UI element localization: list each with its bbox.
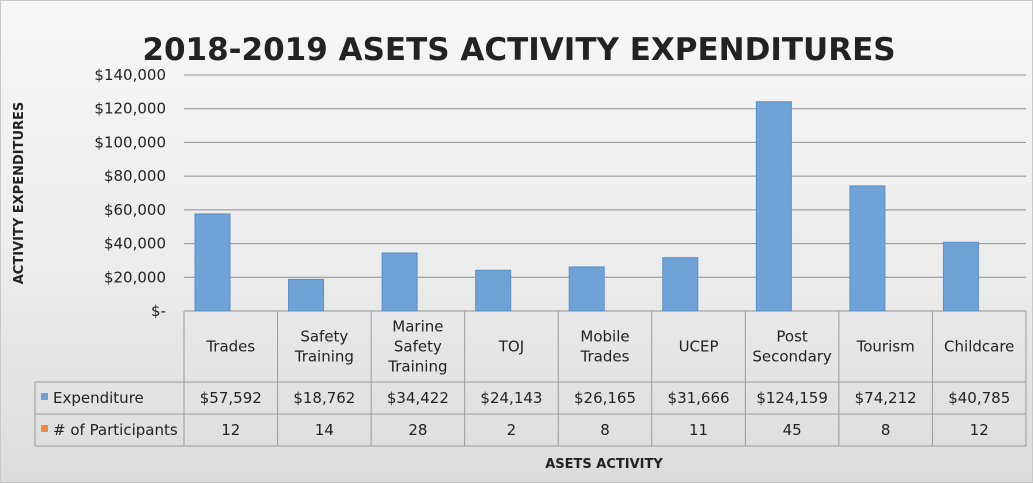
data-label: $26,165	[574, 389, 636, 407]
y-tick-label: $120,000	[94, 100, 166, 118]
bar-participants	[511, 310, 518, 312]
bar-participants	[698, 310, 705, 312]
x-tick-label: Mobile	[580, 328, 629, 346]
bar-expenditure	[194, 213, 231, 312]
x-tick-label: Trades	[580, 348, 630, 366]
data-table: Trades Safety Training Marine Safety Training…	[34, 311, 1027, 447]
x-tick-label: Trades	[205, 338, 255, 356]
data-label: $124,159	[756, 389, 828, 407]
bar-participants	[605, 310, 612, 312]
y-tick-label: $-	[151, 302, 166, 320]
data-label: 11	[689, 421, 708, 439]
chart-title: 2018-2019 ASETS ACTIVITY EXPENDITURES	[142, 32, 895, 68]
x-tick-label: Post	[776, 328, 808, 346]
data-label: 45	[783, 421, 802, 439]
bar-expenditure	[849, 185, 886, 312]
x-tick-label: Training	[294, 348, 354, 366]
data-label: $31,666	[668, 389, 730, 407]
x-tick-label: Safety	[394, 338, 442, 356]
data-label: 8	[600, 421, 610, 439]
bar-expenditure	[568, 266, 605, 312]
x-tick-label: TOJ	[498, 338, 524, 356]
y-tick-label: $100,000	[94, 133, 166, 151]
bar-participants	[418, 310, 425, 312]
bar-expenditure	[662, 257, 699, 312]
x-tick-label: Marine	[392, 318, 443, 336]
data-label: $74,212	[855, 389, 917, 407]
x-tick-label: Safety	[300, 328, 348, 346]
x-axis-label: ASETS ACTIVITY	[545, 457, 663, 472]
bar-expenditure	[288, 278, 325, 312]
y-tick-label: $80,000	[104, 167, 166, 185]
data-label: $24,143	[480, 389, 542, 407]
y-tick-label: $140,000	[94, 66, 166, 84]
y-axis-label: ACTIVITY EXPENDITURES	[12, 102, 27, 285]
data-label: $40,785	[948, 389, 1010, 407]
legend-key	[41, 393, 48, 400]
legend-label: Expenditure	[53, 389, 144, 407]
data-label: 14	[315, 421, 334, 439]
bar-participants	[792, 310, 799, 312]
data-label: 8	[881, 421, 891, 439]
bar-expenditure	[381, 252, 418, 312]
legend-label: # of Participants	[53, 421, 178, 439]
x-tick-label: Tourism	[856, 338, 915, 356]
y-tick-label: $40,000	[104, 235, 166, 253]
x-tick-label: Secondary	[752, 348, 832, 366]
data-label: $57,592	[200, 389, 262, 407]
data-label: 2	[507, 421, 517, 439]
gridlines: $- $20,000 $40,000 $60,000 $80,000 $100,000 $1…	[94, 66, 1026, 320]
y-tick-label: $20,000	[104, 268, 166, 286]
data-label: 28	[408, 421, 427, 439]
x-tick-label: UCEP	[679, 338, 719, 356]
bars	[194, 101, 986, 312]
data-label: 12	[970, 421, 989, 439]
legend-key	[41, 425, 48, 432]
bar-expenditure	[755, 101, 792, 312]
bar-participants	[231, 310, 237, 312]
bar-participants	[324, 310, 331, 312]
bar-expenditure	[475, 269, 512, 312]
data-label: $34,422	[387, 389, 449, 407]
y-tick-label: $60,000	[104, 201, 166, 219]
bar-expenditure	[942, 241, 979, 312]
bar-participants	[885, 310, 892, 312]
x-tick-label: Childcare	[944, 338, 1014, 356]
bar-participants	[979, 310, 986, 312]
data-label: $18,762	[293, 389, 355, 407]
data-label: 12	[221, 421, 240, 439]
x-tick-label: Training	[387, 358, 447, 376]
